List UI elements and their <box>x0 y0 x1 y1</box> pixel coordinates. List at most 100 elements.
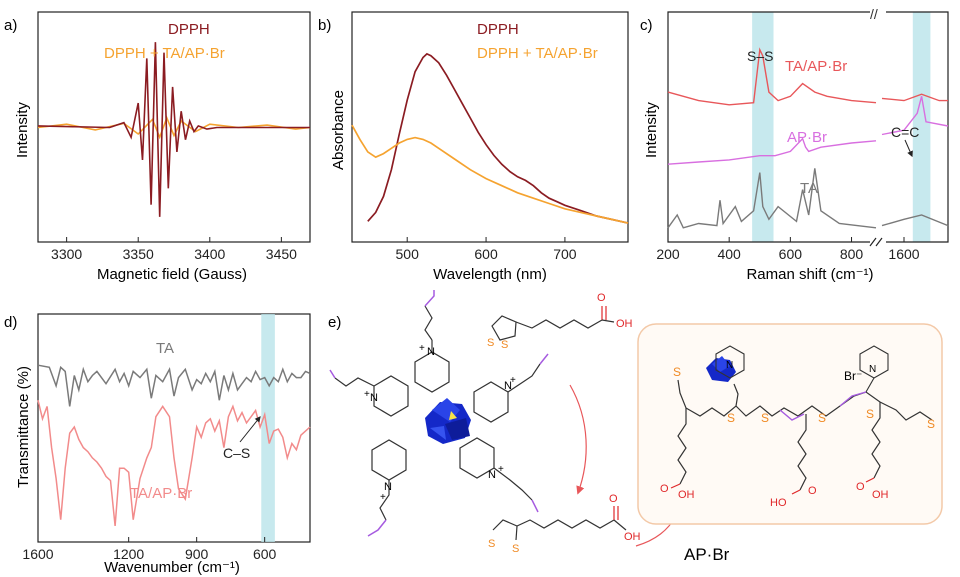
panel-b-frame <box>351 11 629 243</box>
atom-o-product-3: O <box>856 481 865 493</box>
series-line-b-0 <box>367 52 629 224</box>
d-x-tick-label-1600: 1600 <box>22 546 53 562</box>
c-x-tick-label-1600: 1600 <box>888 246 919 262</box>
product-label: AP·Br <box>684 545 730 564</box>
series-line-a-0 <box>37 42 310 217</box>
legend-dpph-treated: DPPH + TA/AP·Br <box>104 45 225 62</box>
thioctic-acid-monomer: O OH S S <box>487 292 633 351</box>
atom-s2-ta: S <box>501 339 508 351</box>
panel-c-ylabel: Intensity <box>643 102 660 158</box>
pyridinium-top: N + <box>414 290 450 393</box>
label-ta-raman: TA <box>800 180 818 197</box>
panel-b-plot: 500 600 700 <box>351 52 629 262</box>
atom-s-product-4: S <box>818 411 826 425</box>
series-line-d-0 <box>37 364 311 407</box>
panel-b-letter: b) <box>318 17 331 34</box>
atom-n-product-right: N <box>869 364 876 375</box>
pyridinium-bottom-left: N + <box>367 439 407 537</box>
b-x-tick-label-500: 500 <box>396 246 420 262</box>
a-x-tick-label-3450: 3450 <box>266 246 297 262</box>
atom-oh-open: OH <box>624 531 641 543</box>
charge-plus-right: + <box>510 375 516 386</box>
atom-s1-open: S <box>488 538 495 550</box>
a-x-tick-label-3400: 3400 <box>194 246 225 262</box>
polyoxometalate-cluster-center <box>425 398 471 444</box>
label-ta-ftir: TA <box>156 340 174 357</box>
d-x-tick-label-900: 900 <box>185 546 209 562</box>
pyridinium-left: N + <box>329 369 409 417</box>
reaction-arrow-ring-opening <box>569 384 587 495</box>
axis-frame-c-right <box>886 11 949 243</box>
label-ta-ap-ftir: TA/AP·Br <box>130 485 192 502</box>
polymer-structure: N N Br⁻ S S S S S S O OH <box>660 345 935 509</box>
atom-n-right: N <box>504 380 512 392</box>
b-x-tick-label-700: 700 <box>553 246 577 262</box>
annotation-s-s: S–S <box>747 48 773 64</box>
c-x-tick-label-800: 800 <box>840 246 864 262</box>
a-x-tick-label-3350: 3350 <box>123 246 154 262</box>
panel-b-xlabel: Wavelength (nm) <box>433 266 547 283</box>
b-x-tick-label-600: 600 <box>474 246 498 262</box>
legend-dpph: DPPH <box>168 21 210 38</box>
atom-s-product-1: S <box>673 365 681 379</box>
atom-oh-product-1: OH <box>678 489 695 501</box>
ring-opened-monomer: O OH S S <box>488 493 641 555</box>
c-x-tick-label-200: 200 <box>656 246 680 262</box>
panel-d-plot: 1600 1200 900 600 <box>22 314 311 562</box>
panel-a-ylabel: Intensity <box>14 102 31 158</box>
atom-o-product-1: O <box>660 483 669 495</box>
atom-s-product-5: S <box>866 407 874 421</box>
counter-ion-br: Br⁻ <box>844 369 862 383</box>
panel-d-ylabel: Transmittance (%) <box>15 366 32 488</box>
annotation-c-c: C=C <box>891 124 919 140</box>
annotation-c-s-arrow <box>239 416 261 443</box>
panel-a-letter: a) <box>4 17 17 34</box>
panel-c-xlabel: Raman shift (cm⁻¹) <box>746 266 873 283</box>
annotation-c-s: C–S <box>223 445 250 461</box>
series-line-c-2-left <box>667 168 877 229</box>
atom-s-product-2: S <box>727 411 735 425</box>
highlight-band-c-1 <box>912 12 931 242</box>
atom-n-bottom-left: N <box>384 481 392 493</box>
label-ap-raman: AP·Br <box>787 129 827 146</box>
panel-d: d) Transmittance (%) Wavenumber (cm⁻¹) 1… <box>4 313 311 576</box>
atom-s-product-3: S <box>761 411 769 425</box>
pyridinium-bottom-right: N + <box>459 437 539 513</box>
axis-frame-c-left <box>667 11 870 243</box>
panel-a-xlabel: Magnetic field (Gauss) <box>97 266 247 283</box>
series-line-b-1 <box>351 124 629 224</box>
charge-plus-left: + <box>364 389 370 400</box>
panel-b-legend: DPPH DPPH + TA/AP·Br <box>477 21 598 62</box>
panel-e: e) N + N + N <box>328 290 943 564</box>
panel-a: a) Intensity Magnetic field (Gauss) 3300… <box>4 11 311 283</box>
panel-d-xlabel: Wavenumber (cm⁻¹) <box>104 559 240 576</box>
a-x-tick-label-3300: 3300 <box>51 246 82 262</box>
atom-o-product-2: O <box>808 485 817 497</box>
series-line-c-1-right <box>881 96 949 136</box>
panel-a-plot: 3300 3350 3400 3450 <box>37 42 311 262</box>
atom-ho-product-2: HO <box>770 497 787 509</box>
panel-c-letter: c) <box>640 17 653 34</box>
atom-s1-ta: S <box>487 337 494 349</box>
atom-o-ta: O <box>597 292 606 304</box>
panel-b: b) Absorbance Wavelength (nm) 500 600 700 … <box>318 11 629 283</box>
atom-n-bottom-right: N <box>488 469 496 481</box>
atom-n-left: N <box>370 392 378 404</box>
panel-c: c) Intensity Raman shift (cm⁻¹) 200 400 60… <box>640 6 949 283</box>
highlight-band-d-0 <box>261 314 275 542</box>
panel-a-legend: DPPH DPPH + TA/AP·Br <box>104 21 225 62</box>
atom-s2-open: S <box>512 543 519 555</box>
atom-oh-ta: OH <box>616 318 633 330</box>
panel-e-letter: e) <box>328 314 341 331</box>
annotation-c-c-arrow <box>904 139 913 158</box>
series-line-c-0-right <box>881 93 948 102</box>
pyridinium-right: N + <box>473 353 549 423</box>
axis-break-c-b <box>875 237 883 247</box>
atom-n-top: N <box>427 346 435 358</box>
series-line-c-1-left <box>667 137 877 165</box>
axis-break-mark: // <box>870 6 878 22</box>
charge-plus-bottom-right: + <box>498 464 504 475</box>
atom-s-product-6: S <box>927 417 935 431</box>
series-line-d-1 <box>37 400 311 526</box>
series-line-c-2-right <box>881 214 949 227</box>
